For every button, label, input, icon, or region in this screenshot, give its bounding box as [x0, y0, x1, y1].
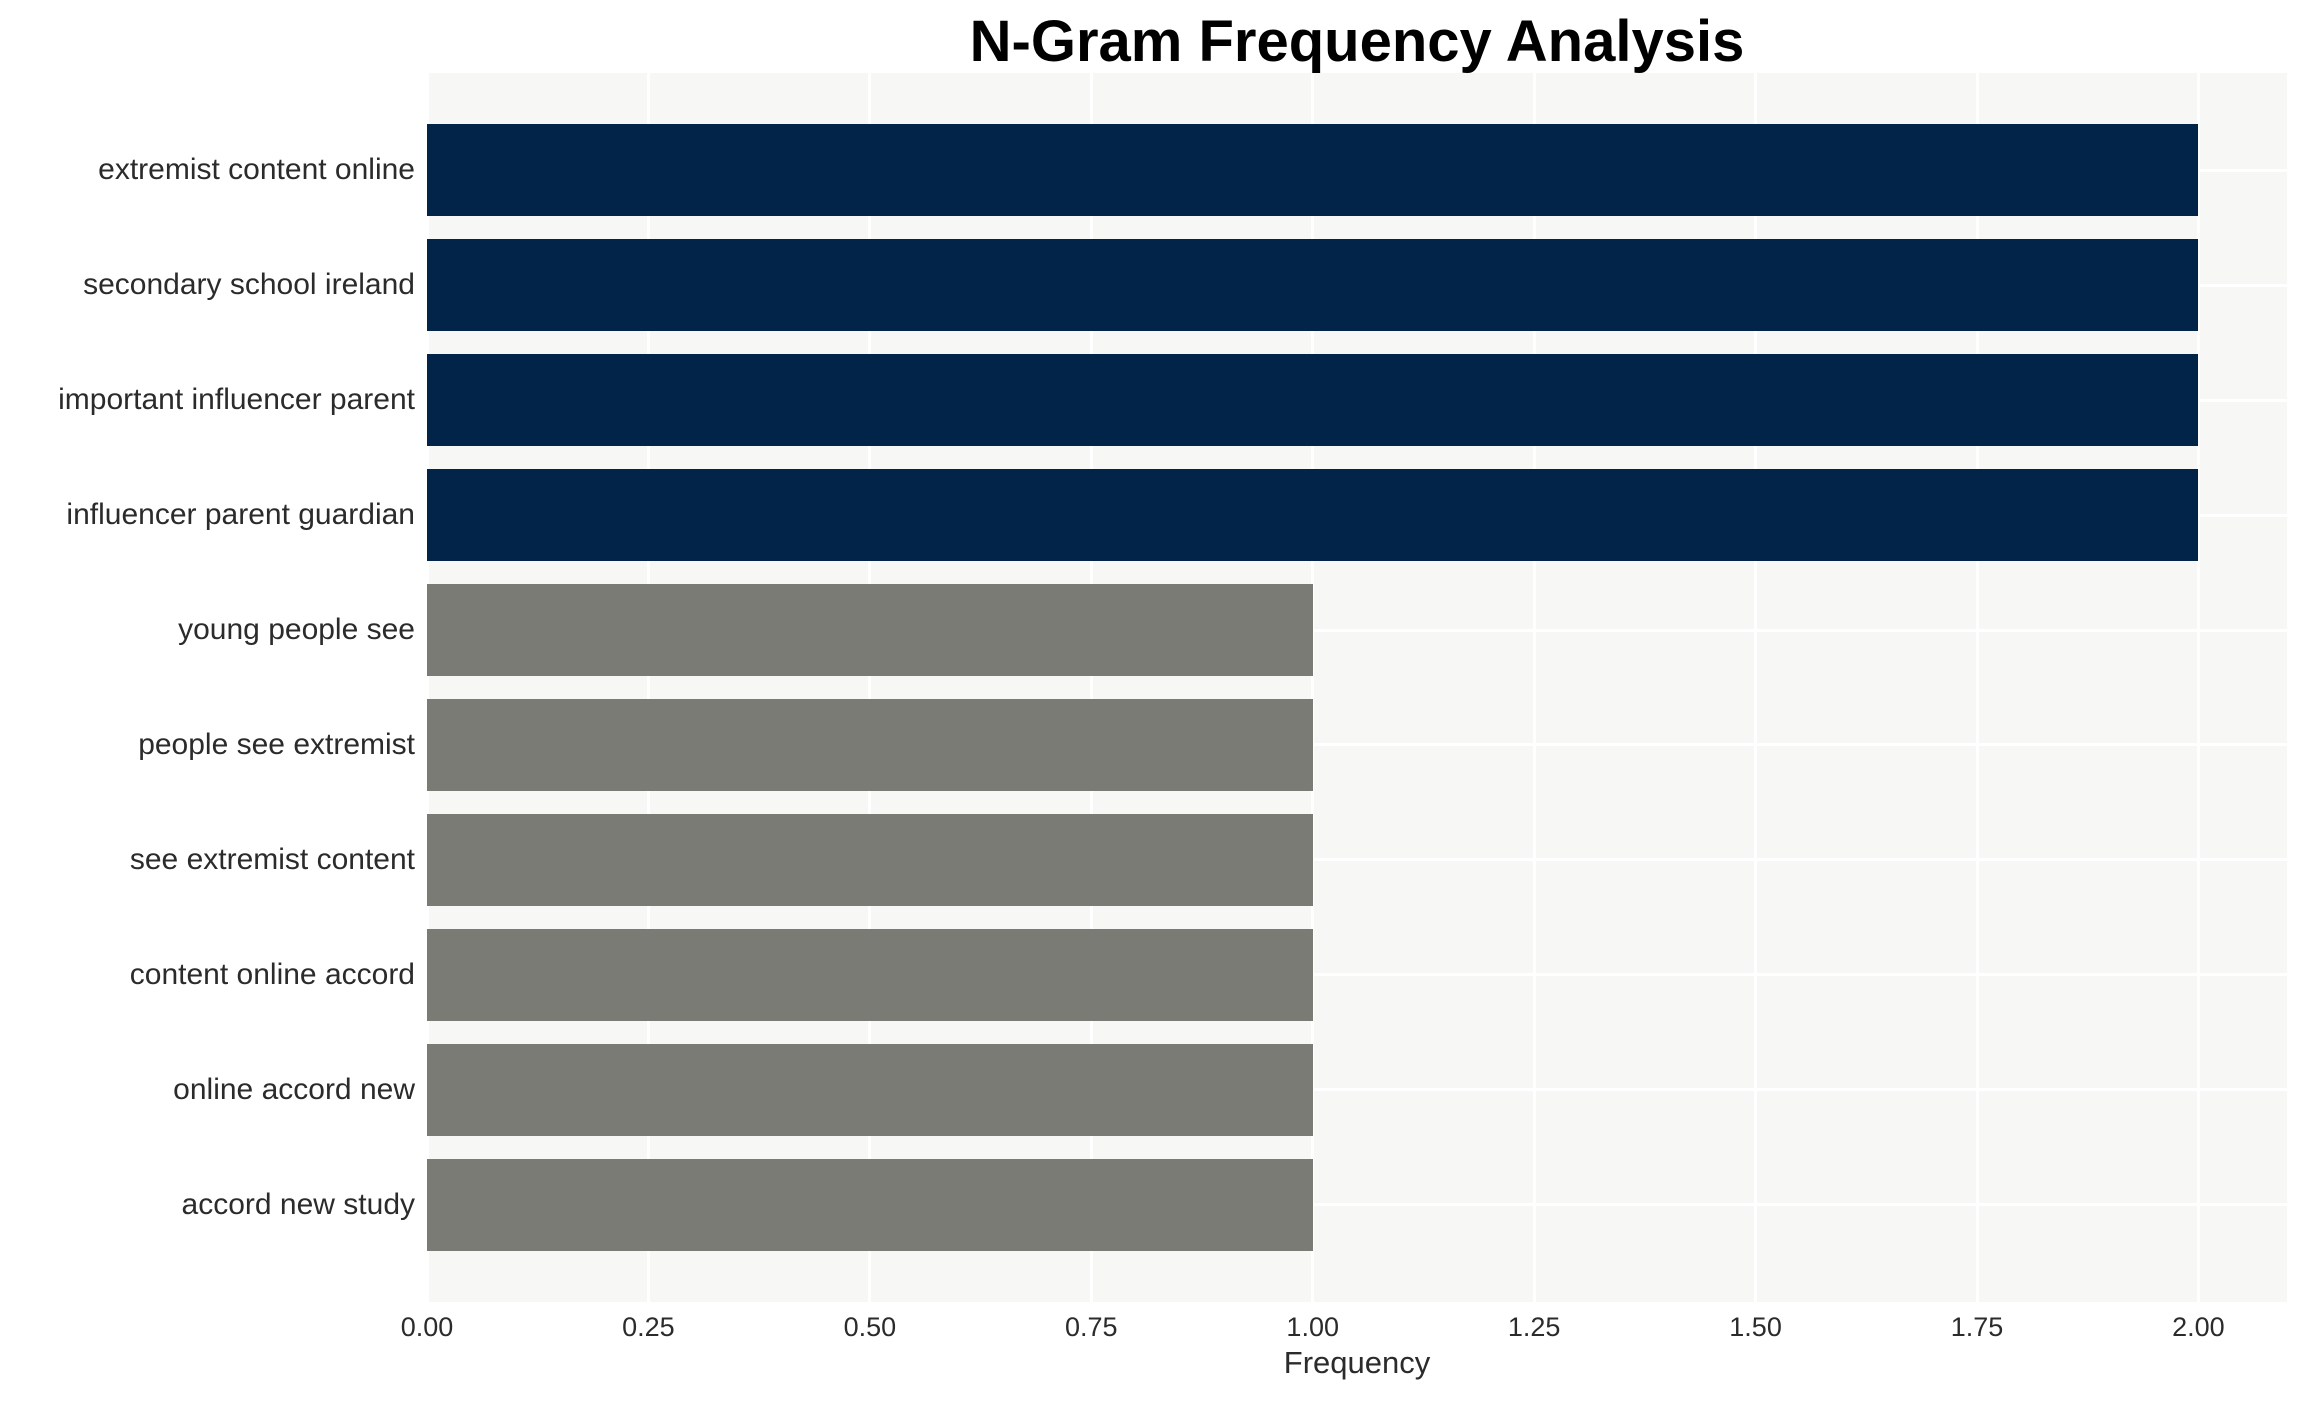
y-tick-label: secondary school ireland [83, 268, 415, 302]
x-axis-label: Frequency [1283, 1345, 1431, 1380]
bar-content-online-accord [427, 928, 1313, 1021]
x-tick-label: 0.75 [1065, 1312, 1118, 1342]
x-tick-label: 1.00 [1286, 1312, 1339, 1342]
x-tick-label: 2.00 [2172, 1312, 2225, 1342]
y-tick-label: influencer parent guardian [66, 498, 415, 532]
bar-accord-new-study [427, 1158, 1313, 1251]
gridline-vertical [646, 73, 650, 1302]
bar-people-see-extremist [427, 698, 1313, 791]
bar-extremist-content-online [427, 124, 2199, 217]
bar-online-accord-new [427, 1043, 1313, 1136]
y-tick-label: content online accord [129, 957, 415, 991]
y-tick-label: see extremist content [129, 842, 415, 876]
gridline-horizontal [427, 743, 2287, 747]
gridline-vertical [1311, 73, 1315, 1302]
gridline-vertical [868, 73, 872, 1302]
y-tick-label: people see extremist [138, 727, 415, 761]
x-tick-label: 0.25 [622, 1312, 675, 1342]
gridline-vertical [425, 73, 429, 1302]
gridline-vertical [1975, 73, 1979, 1302]
y-tick-label: young people see [178, 613, 415, 647]
gridline-horizontal [427, 1088, 2287, 1092]
y-tick-label: online accord new [173, 1072, 415, 1106]
x-tick-label: 1.50 [1729, 1312, 1782, 1342]
y-tick-label: extremist content online [98, 153, 415, 187]
y-tick-label: accord new study [181, 1187, 415, 1221]
bar-influencer-parent-guardian [427, 469, 2199, 562]
gridline-vertical [1532, 73, 1536, 1302]
chart-title: N-Gram Frequency Analysis [969, 9, 1745, 74]
bar-secondary-school-ireland [427, 239, 2199, 332]
gridline-vertical [1754, 73, 1758, 1302]
gridline-horizontal [427, 858, 2287, 862]
gridline-horizontal [427, 628, 2287, 632]
x-tick-label: 1.25 [1507, 1312, 1561, 1342]
gridline-horizontal [427, 1203, 2287, 1207]
y-tick-label: important influencer parent [58, 383, 415, 417]
x-tick-label: 1.75 [1950, 1312, 2004, 1342]
gridline-vertical [2196, 73, 2200, 1302]
gridline-horizontal [427, 973, 2287, 977]
bar-young-people-see [427, 584, 1313, 677]
bar-see-extremist-content [427, 813, 1313, 906]
gridline-vertical [1089, 73, 1093, 1302]
plot-area [425, 73, 2287, 1302]
bar-important-influencer-parent [427, 354, 2199, 447]
x-tick-label: 0.00 [400, 1312, 454, 1342]
x-tick-label: 0.50 [843, 1312, 897, 1342]
